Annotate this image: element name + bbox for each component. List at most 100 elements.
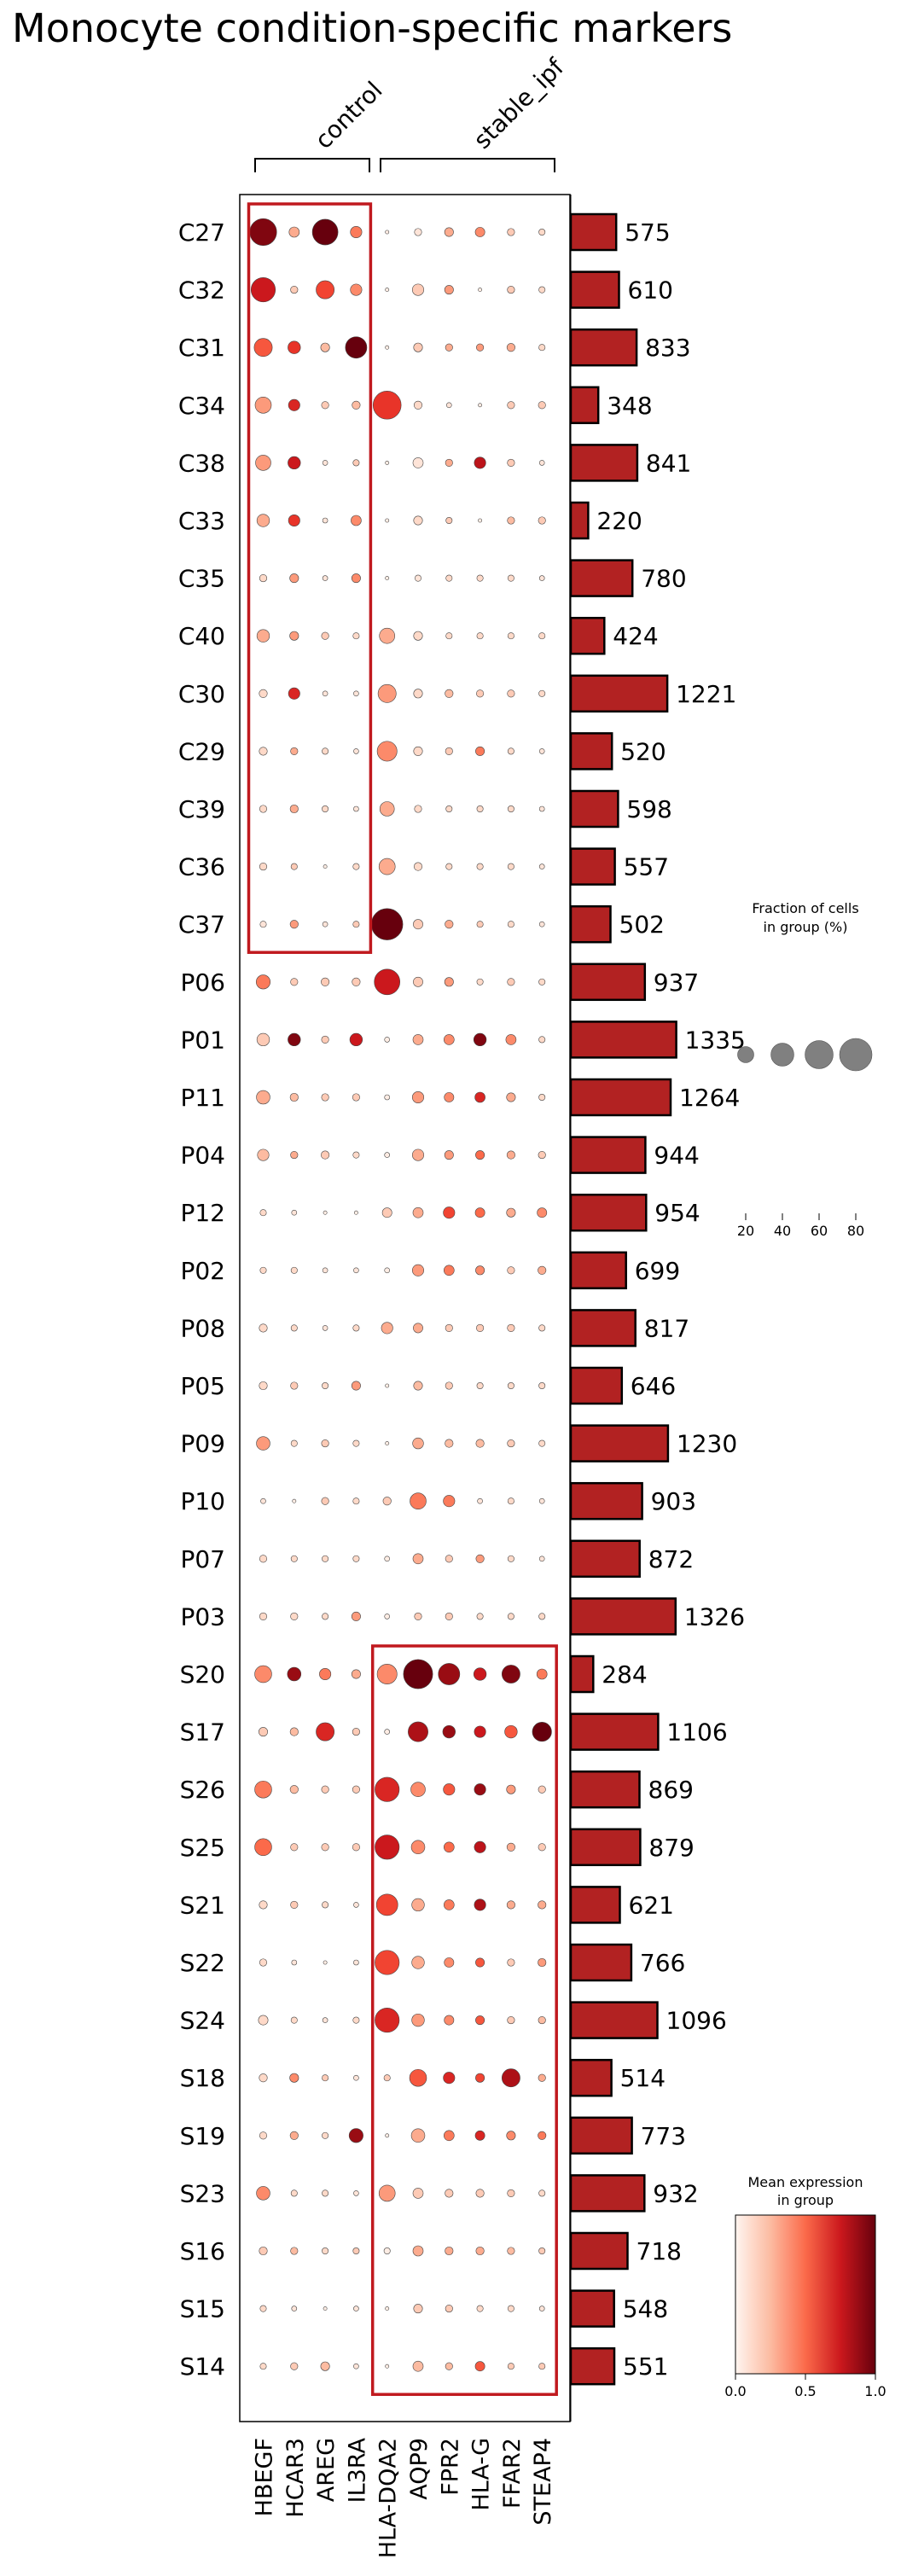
dot bbox=[443, 1207, 456, 1219]
dot bbox=[322, 460, 328, 466]
dot bbox=[443, 2072, 456, 2085]
row-labels: C27 C32 C31 C34 C38 C33 C35 C40 C30 C29 C39 C36 C37 P… bbox=[178, 218, 225, 2381]
dot bbox=[507, 689, 515, 698]
row-label: C39 bbox=[178, 795, 225, 823]
dot bbox=[319, 1667, 332, 1681]
dot bbox=[288, 687, 300, 700]
dot bbox=[322, 1555, 329, 1562]
dot bbox=[443, 1899, 455, 1910]
dot bbox=[259, 1555, 268, 1563]
dot bbox=[475, 1265, 485, 1276]
gene-label: AREG bbox=[313, 2438, 340, 2502]
dot bbox=[353, 1902, 359, 1908]
cell-count-label: 610 bbox=[628, 276, 673, 305]
dot bbox=[290, 2189, 298, 2197]
dot bbox=[379, 627, 396, 644]
dot bbox=[442, 1724, 456, 1739]
dot bbox=[259, 805, 268, 813]
size-legend-dot bbox=[805, 1040, 834, 1069]
dot bbox=[321, 1093, 329, 1102]
cell-count-bar bbox=[569, 1021, 677, 1059]
dot bbox=[322, 690, 328, 697]
cell-count-bar bbox=[569, 386, 600, 425]
dot bbox=[475, 1150, 485, 1160]
dot bbox=[254, 1780, 272, 1799]
cell-count-label: 1335 bbox=[685, 1026, 746, 1054]
dot bbox=[322, 921, 328, 927]
dot bbox=[506, 1092, 516, 1102]
row-label: C37 bbox=[178, 910, 225, 939]
dot bbox=[413, 862, 423, 871]
group-bracket-stable-ipf bbox=[380, 158, 555, 172]
dot bbox=[538, 864, 545, 869]
dot bbox=[316, 280, 335, 299]
dot bbox=[352, 2247, 360, 2254]
row-label: S22 bbox=[180, 1949, 225, 1977]
row-label: P11 bbox=[180, 1084, 225, 1112]
dot bbox=[538, 1151, 546, 1160]
cell-count-bar bbox=[569, 501, 590, 540]
dot bbox=[289, 2073, 299, 2083]
highlight-box bbox=[247, 202, 373, 954]
cell-count-bar bbox=[569, 847, 616, 886]
dot bbox=[507, 2189, 515, 2197]
gene-label: HCAR3 bbox=[282, 2438, 309, 2518]
dot bbox=[410, 1840, 426, 1855]
cell-count-label: 954 bbox=[654, 1199, 700, 1227]
dot bbox=[538, 344, 546, 352]
dot bbox=[383, 2074, 391, 2082]
row-label: C31 bbox=[178, 334, 225, 362]
dot bbox=[474, 1091, 485, 1103]
dot bbox=[475, 746, 485, 756]
dot bbox=[385, 1441, 390, 1446]
dot bbox=[352, 1555, 360, 1562]
dot bbox=[290, 1266, 298, 1274]
dot bbox=[351, 515, 362, 526]
dot bbox=[501, 2068, 520, 2088]
dot bbox=[410, 1492, 427, 1509]
dot bbox=[290, 2362, 299, 2370]
dot bbox=[290, 2247, 299, 2255]
cell-count-label: 424 bbox=[613, 622, 658, 650]
cell-count-bar bbox=[569, 2231, 629, 2271]
dot bbox=[382, 1497, 392, 1506]
dot bbox=[411, 1148, 425, 1161]
dot bbox=[322, 747, 329, 755]
dot bbox=[411, 1956, 425, 1969]
dot bbox=[403, 1659, 433, 1689]
cell-count-label: 520 bbox=[620, 737, 666, 765]
dot bbox=[353, 690, 359, 697]
dot bbox=[538, 2016, 546, 2025]
dot bbox=[538, 2073, 546, 2082]
color-legend-bar bbox=[735, 2214, 876, 2375]
dot bbox=[353, 2363, 359, 2370]
cell-count-label: 817 bbox=[644, 1314, 689, 1342]
dot bbox=[413, 689, 423, 699]
dot bbox=[259, 2131, 268, 2140]
dot bbox=[353, 2190, 359, 2196]
size-legend: Fraction of cells in group (%) 20 40 60 80 bbox=[737, 900, 873, 1239]
color-legend: Mean expression in group 0.0 0.5 1.0 bbox=[724, 2174, 886, 2399]
dot bbox=[538, 2131, 547, 2140]
dot bbox=[290, 1555, 298, 1562]
dot bbox=[412, 1553, 424, 1565]
dot bbox=[352, 1324, 360, 1332]
dot bbox=[288, 514, 300, 527]
dot bbox=[290, 1612, 299, 1620]
dot bbox=[290, 1151, 299, 1160]
dot bbox=[506, 1150, 515, 1160]
dot bbox=[537, 1207, 548, 1218]
dot bbox=[538, 1613, 546, 1620]
highlight-box bbox=[370, 1644, 558, 2396]
dot bbox=[504, 1724, 518, 1739]
color-legend-tick-label: 0.5 bbox=[794, 2383, 816, 2399]
cell-count-label: 1230 bbox=[677, 1430, 737, 1458]
cell-count-label: 1326 bbox=[684, 1602, 745, 1631]
cell-count-bar bbox=[569, 1828, 642, 1867]
dot bbox=[506, 1900, 515, 1910]
dot bbox=[379, 801, 395, 817]
dot bbox=[474, 1725, 486, 1738]
dot bbox=[349, 1032, 363, 1047]
dot bbox=[290, 978, 299, 986]
dot bbox=[445, 574, 453, 582]
